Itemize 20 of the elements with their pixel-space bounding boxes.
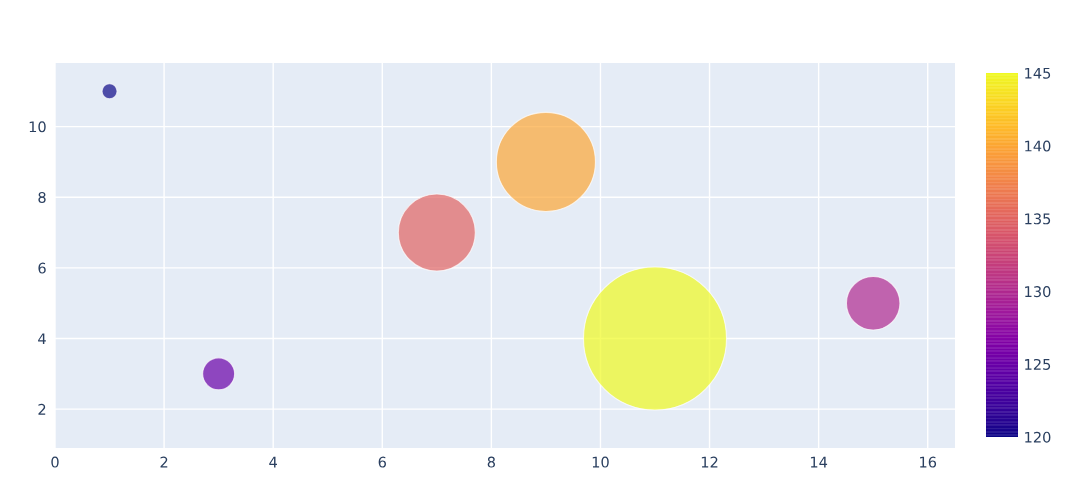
x-tick-label: 12 <box>701 456 718 468</box>
y-tick-label: 10 <box>29 121 46 133</box>
x-tick-label: 14 <box>810 456 828 468</box>
color-bar-label: 120 <box>1025 431 1051 443</box>
x-tick-label: 0 <box>51 456 59 468</box>
y-tick-label: 2 <box>38 403 46 415</box>
x-tick-label: 6 <box>378 456 386 468</box>
x-tick-label: 16 <box>920 456 937 468</box>
color-bar-label: 145 <box>1025 67 1051 79</box>
x-tick-label: 2 <box>160 456 168 468</box>
x-tick-label: 4 <box>269 456 277 468</box>
y-tick-label: 4 <box>38 333 46 345</box>
color-bar-label: 125 <box>1025 358 1051 370</box>
color-bar-label: 140 <box>1025 140 1051 152</box>
color-bar-label: 135 <box>1025 213 1051 225</box>
y-tick-label: 6 <box>38 262 46 274</box>
x-tick-label: 10 <box>592 456 609 468</box>
color-bar-label: 130 <box>1025 286 1051 298</box>
y-tick-label: 8 <box>38 191 46 203</box>
x-tick-label: 8 <box>487 456 495 468</box>
